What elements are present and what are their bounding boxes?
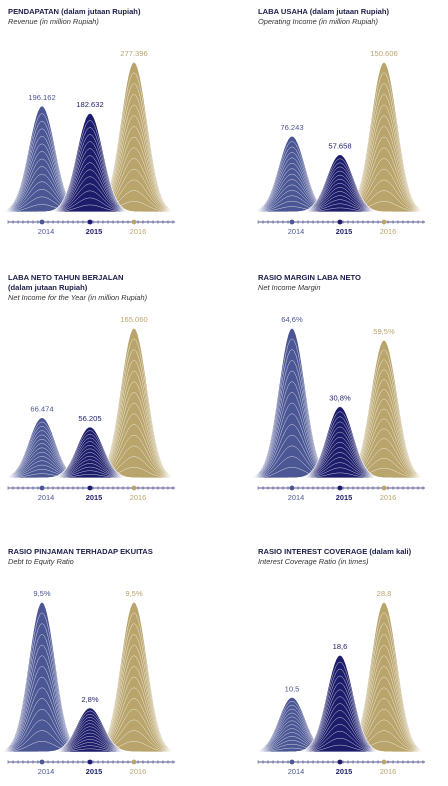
value-label: 64,6% <box>281 315 303 324</box>
x-tick-label: 2015 <box>86 493 102 502</box>
value-label: 30,8% <box>329 393 351 402</box>
chart-panel: LABA NETO TAHUN BERJALAN(dalam jutaan Ru… <box>0 273 187 502</box>
x-tick-label: 2015 <box>336 493 352 502</box>
stripe <box>37 120 143 213</box>
value-label: 150.606 <box>370 49 397 58</box>
year-dot <box>87 759 93 765</box>
year-dot <box>381 219 387 225</box>
x-tick-label: 2015 <box>86 767 102 776</box>
year-dot <box>381 759 387 765</box>
year-dot <box>289 485 295 491</box>
year-dot <box>87 219 93 225</box>
value-label: 76.243 <box>280 123 303 132</box>
chart-title: LABA NETO TAHUN BERJALAN <box>8 273 123 282</box>
value-label: 2,8% <box>81 695 99 704</box>
year-dot <box>87 485 93 491</box>
chart-title: RASIO PINJAMAN TERHADAP EKUITAS <box>8 547 153 556</box>
chart-title: PENDAPATAN (dalam jutaan Rupiah) <box>8 7 141 16</box>
year-dot <box>337 485 343 491</box>
x-tick-label: 2014 <box>38 493 54 502</box>
chart-title: RASIO MARGIN LABA NETO <box>258 273 361 282</box>
x-tick-label: 2014 <box>38 227 54 236</box>
value-label: 56.205 <box>78 414 101 423</box>
year-dot <box>337 219 343 225</box>
value-label: 18,6 <box>333 642 348 651</box>
year-dot <box>337 759 343 765</box>
x-tick-label: 2016 <box>130 767 146 776</box>
x-tick-label: 2014 <box>288 493 304 502</box>
chart-subtitle: Revenue (in million Rupiah) <box>8 17 99 26</box>
x-tick-label: 2016 <box>380 227 396 236</box>
stripe <box>287 411 393 479</box>
stripe <box>287 158 393 213</box>
value-label: 165.060 <box>120 315 147 324</box>
value-label: 66.474 <box>30 405 53 414</box>
value-label: 10,5 <box>285 684 300 693</box>
year-dot <box>131 759 137 765</box>
year-dot <box>289 219 295 225</box>
chart-title: (dalam jutaan Rupiah) <box>8 283 88 292</box>
year-dot <box>39 759 45 765</box>
chart-subtitle: Interest Coverage Ratio (in times) <box>258 557 369 566</box>
value-label: 28,8 <box>377 589 392 598</box>
x-tick-label: 2016 <box>130 227 146 236</box>
x-tick-label: 2014 <box>288 767 304 776</box>
x-tick-label: 2015 <box>336 227 352 236</box>
value-label: 277.396 <box>120 49 147 58</box>
value-label: 57.658 <box>328 142 351 151</box>
value-label: 9,5% <box>33 589 51 598</box>
chart-panel: LABA USAHA (dalam jutaan Rupiah)Operatin… <box>239 7 437 236</box>
chart-subtitle: Operating Income (in million Rupiah) <box>258 17 378 26</box>
value-label: 196.162 <box>28 93 55 102</box>
chart-title: LABA USAHA (dalam jutaan Rupiah) <box>258 7 390 16</box>
stripe <box>37 430 143 479</box>
chart-panel: PENDAPATAN (dalam jutaan Rupiah)Revenue … <box>0 7 187 236</box>
stripe <box>37 710 143 753</box>
chart-subtitle: Net Income Margin <box>258 283 320 292</box>
x-tick-label: 2016 <box>130 493 146 502</box>
year-dot <box>39 219 45 225</box>
chart-panel: RASIO INTEREST COVERAGE (dalam kali)Inte… <box>239 547 437 776</box>
chart-subtitle: Net Income for the Year (in million Rupi… <box>8 293 148 302</box>
stripe <box>287 661 393 753</box>
year-dot <box>39 485 45 491</box>
x-tick-label: 2016 <box>380 767 396 776</box>
x-tick-label: 2015 <box>336 767 352 776</box>
year-dot <box>131 219 137 225</box>
x-tick-label: 2014 <box>38 767 54 776</box>
year-dot <box>381 485 387 491</box>
chart-title: RASIO INTEREST COVERAGE (dalam kali) <box>258 547 412 556</box>
value-label: 59,5% <box>373 327 395 336</box>
x-tick-label: 2015 <box>86 227 102 236</box>
value-label: 9,5% <box>125 589 143 598</box>
value-label: 182.632 <box>76 100 103 109</box>
year-dot <box>289 759 295 765</box>
x-tick-label: 2016 <box>380 493 396 502</box>
x-tick-label: 2014 <box>288 227 304 236</box>
chart-subtitle: Debt to Equity Ratio <box>8 557 74 566</box>
year-dot <box>131 485 137 491</box>
